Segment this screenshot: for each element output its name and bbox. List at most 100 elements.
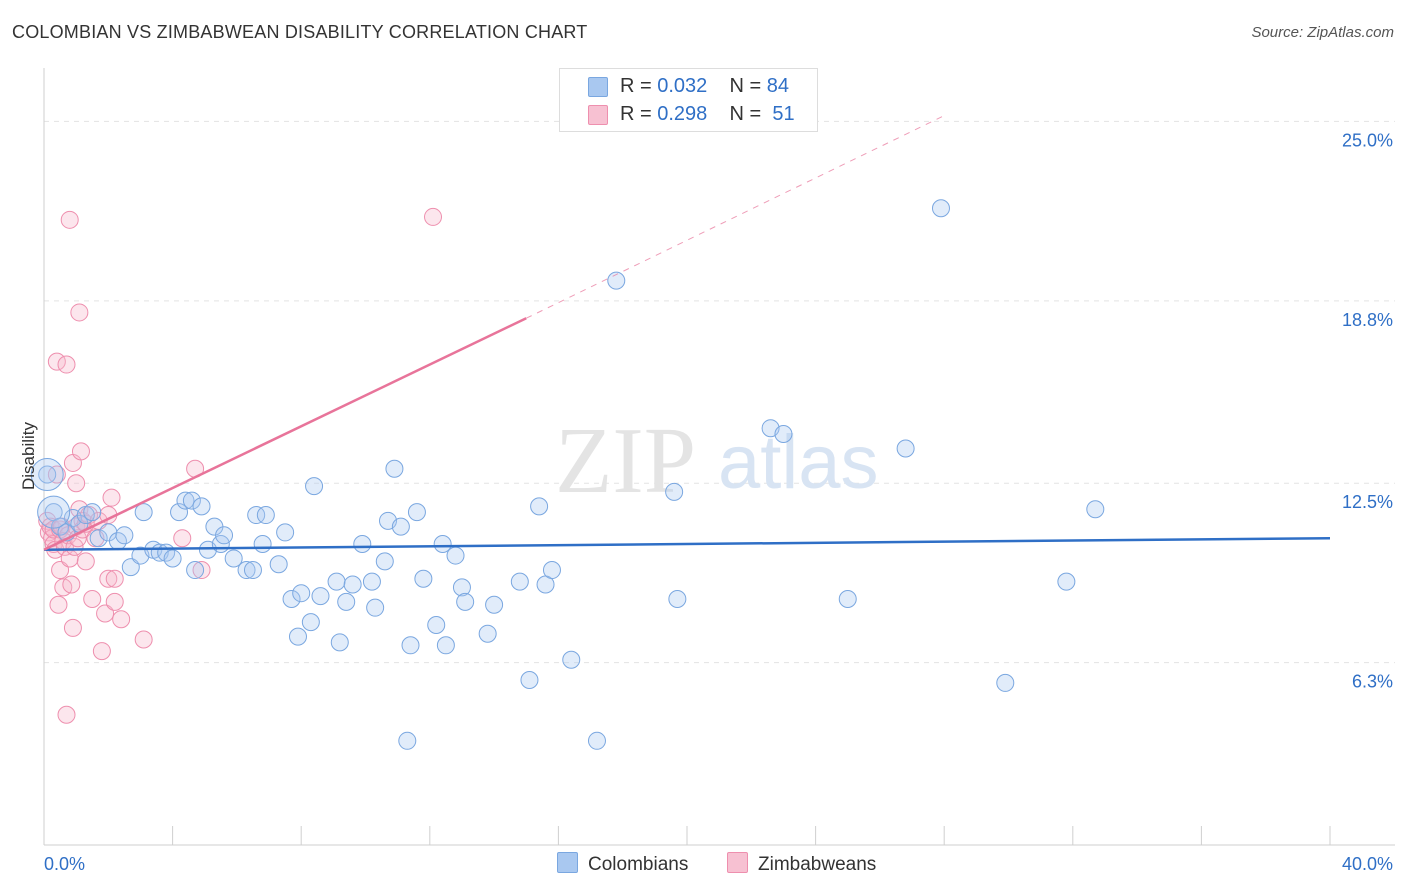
colombian-point bbox=[838, 589, 857, 608]
zimbabwean-point bbox=[99, 569, 118, 588]
colombian-point bbox=[385, 459, 404, 478]
colombian-point bbox=[176, 491, 195, 510]
trend-lines bbox=[43, 115, 1331, 552]
r-value: 0.298 bbox=[657, 103, 708, 125]
colombians-swatch bbox=[588, 77, 608, 97]
zimbabweans-swatch bbox=[727, 852, 748, 873]
zimbabwean-point bbox=[92, 642, 111, 661]
x-tick-label-min: 0.0% bbox=[44, 854, 85, 874]
colombian-point bbox=[996, 673, 1015, 692]
colombian-point bbox=[311, 587, 330, 606]
colombian-point bbox=[427, 616, 446, 635]
colombian-point bbox=[247, 506, 266, 525]
zimbabweans-trend-extension bbox=[526, 115, 945, 319]
colombian-point bbox=[237, 561, 256, 580]
zimbabwean-point bbox=[67, 474, 86, 493]
y-tick-label: 18.8% bbox=[1342, 310, 1393, 330]
colombian-point bbox=[478, 624, 497, 643]
y-tick-labels: 6.3% 12.5% 18.8% 25.0% bbox=[1342, 130, 1393, 691]
y-axis-title: Disability bbox=[19, 421, 38, 490]
colombian-point bbox=[282, 589, 301, 608]
zimbabwean-point bbox=[51, 561, 70, 580]
colombian-point bbox=[83, 503, 102, 522]
zimbabwean-point bbox=[62, 575, 81, 594]
x-tick-label-max: 40.0% bbox=[1342, 854, 1393, 874]
axes bbox=[43, 68, 1395, 846]
colombian-point bbox=[163, 549, 182, 568]
colombian-point bbox=[301, 613, 320, 632]
zimbabwean-point bbox=[134, 630, 153, 649]
n-value: 51 bbox=[772, 103, 795, 125]
colombian-point bbox=[931, 199, 950, 218]
colombian-point bbox=[182, 491, 201, 510]
colombian-point bbox=[407, 503, 426, 522]
zimbabwean-point bbox=[173, 529, 192, 548]
watermark-zip: ZIP bbox=[555, 409, 696, 513]
colombian-point bbox=[243, 561, 262, 580]
colombian-point bbox=[305, 477, 324, 496]
zimbabwean-point bbox=[49, 595, 68, 614]
colombian-point bbox=[433, 534, 452, 553]
colombian-point bbox=[530, 497, 549, 516]
colombian-point bbox=[276, 523, 295, 542]
colombian-point bbox=[353, 534, 372, 553]
colombian-point bbox=[337, 592, 356, 611]
y-tick-label: 6.3% bbox=[1352, 672, 1393, 692]
r-label: R = bbox=[620, 75, 652, 97]
colombian-point bbox=[414, 569, 433, 588]
zimbabwean-point bbox=[192, 561, 211, 580]
colombian-point bbox=[401, 636, 420, 655]
colombian-point-large bbox=[37, 495, 71, 529]
colombian-point bbox=[607, 271, 626, 290]
y-tick-label: 12.5% bbox=[1342, 492, 1393, 512]
colombian-point bbox=[192, 497, 211, 516]
colombian-point bbox=[256, 506, 275, 525]
colombian-point bbox=[1086, 500, 1105, 519]
colombian-point bbox=[288, 627, 307, 646]
colombian-point bbox=[362, 572, 381, 591]
legend-label-zimbabweans: Zimbabweans bbox=[758, 854, 877, 875]
colombian-point bbox=[774, 425, 793, 444]
grid-lines bbox=[44, 120, 1395, 664]
colombian-point bbox=[542, 561, 561, 580]
zimbabwean-point bbox=[57, 355, 76, 374]
n-label: N = bbox=[729, 75, 762, 97]
zimbabwean-point bbox=[112, 610, 131, 629]
colombians-swatch bbox=[557, 852, 578, 873]
zimbabweans-swatch bbox=[588, 105, 608, 125]
colombian-point bbox=[375, 552, 394, 571]
colombian-point bbox=[668, 589, 687, 608]
colombian-point bbox=[391, 517, 410, 536]
colombian-point bbox=[587, 731, 606, 750]
source-label: Source: ZipAtlas.com bbox=[1251, 24, 1394, 41]
colombian-point bbox=[170, 503, 189, 522]
watermark: ZIP atlas bbox=[555, 409, 879, 513]
colombian-point bbox=[452, 578, 471, 597]
colombian-point bbox=[89, 529, 108, 548]
colombian-point bbox=[436, 636, 455, 655]
colombian-point bbox=[343, 575, 362, 594]
colombian-point bbox=[224, 549, 243, 568]
colombian-point-large bbox=[30, 458, 64, 492]
zimbabwean-point bbox=[83, 589, 102, 608]
zimbabwean-point bbox=[105, 569, 124, 588]
colombian-point bbox=[896, 439, 915, 458]
colombian-point bbox=[665, 482, 684, 501]
colombian-point bbox=[510, 572, 529, 591]
zimbabwean-point bbox=[424, 207, 443, 226]
zimbabwean-point bbox=[102, 488, 121, 507]
zimbabweans-trend-line bbox=[43, 317, 527, 551]
y-tick-label: 25.0% bbox=[1342, 130, 1393, 150]
legend-item-colombians[interactable]: Colombians bbox=[557, 852, 688, 876]
legend-item-zimbabweans[interactable]: Zimbabweans bbox=[727, 852, 876, 876]
zimbabweans-points bbox=[38, 207, 443, 724]
stats-legend: R = 0.032 N = 84 R = 0.298 N = 51 bbox=[559, 68, 818, 132]
colombian-point bbox=[292, 584, 311, 603]
colombian-point bbox=[398, 731, 417, 750]
legend-label-colombians: Colombians bbox=[588, 854, 689, 875]
zimbabwean-point bbox=[105, 592, 124, 611]
colombian-point bbox=[253, 534, 272, 553]
colombian-point bbox=[456, 592, 475, 611]
colombian-point bbox=[215, 526, 234, 545]
